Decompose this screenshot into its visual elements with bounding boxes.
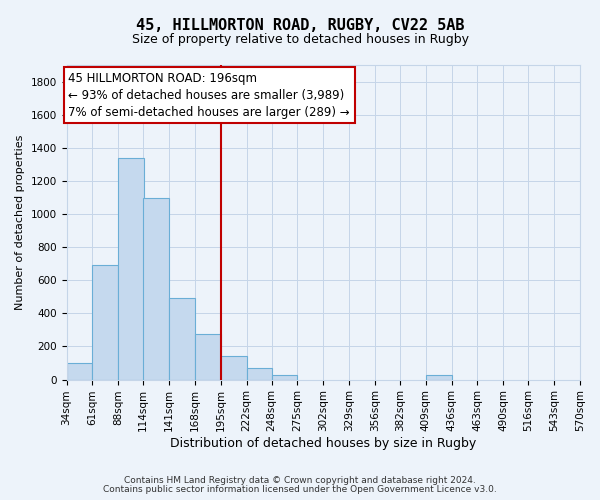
Text: Size of property relative to detached houses in Rugby: Size of property relative to detached ho…: [131, 32, 469, 46]
Bar: [67, 363, 92, 380]
Bar: [426, 376, 452, 380]
Bar: [221, 356, 247, 380]
Text: 45, HILLMORTON ROAD, RUGBY, CV22 5AB: 45, HILLMORTON ROAD, RUGBY, CV22 5AB: [136, 18, 464, 32]
Bar: [143, 198, 169, 380]
Text: 45 HILLMORTON ROAD: 196sqm
← 93% of detached houses are smaller (3,989)
7% of se: 45 HILLMORTON ROAD: 196sqm ← 93% of deta…: [68, 72, 350, 118]
Bar: [92, 264, 118, 380]
Bar: [247, 368, 272, 380]
Text: Contains public sector information licensed under the Open Government Licence v3: Contains public sector information licen…: [103, 485, 497, 494]
Bar: [169, 298, 195, 380]
Bar: [195, 334, 221, 380]
Text: Contains HM Land Registry data © Crown copyright and database right 2024.: Contains HM Land Registry data © Crown c…: [124, 476, 476, 485]
Bar: [272, 374, 298, 380]
Bar: [118, 158, 144, 380]
X-axis label: Distribution of detached houses by size in Rugby: Distribution of detached houses by size …: [170, 437, 476, 450]
Y-axis label: Number of detached properties: Number of detached properties: [15, 134, 25, 310]
